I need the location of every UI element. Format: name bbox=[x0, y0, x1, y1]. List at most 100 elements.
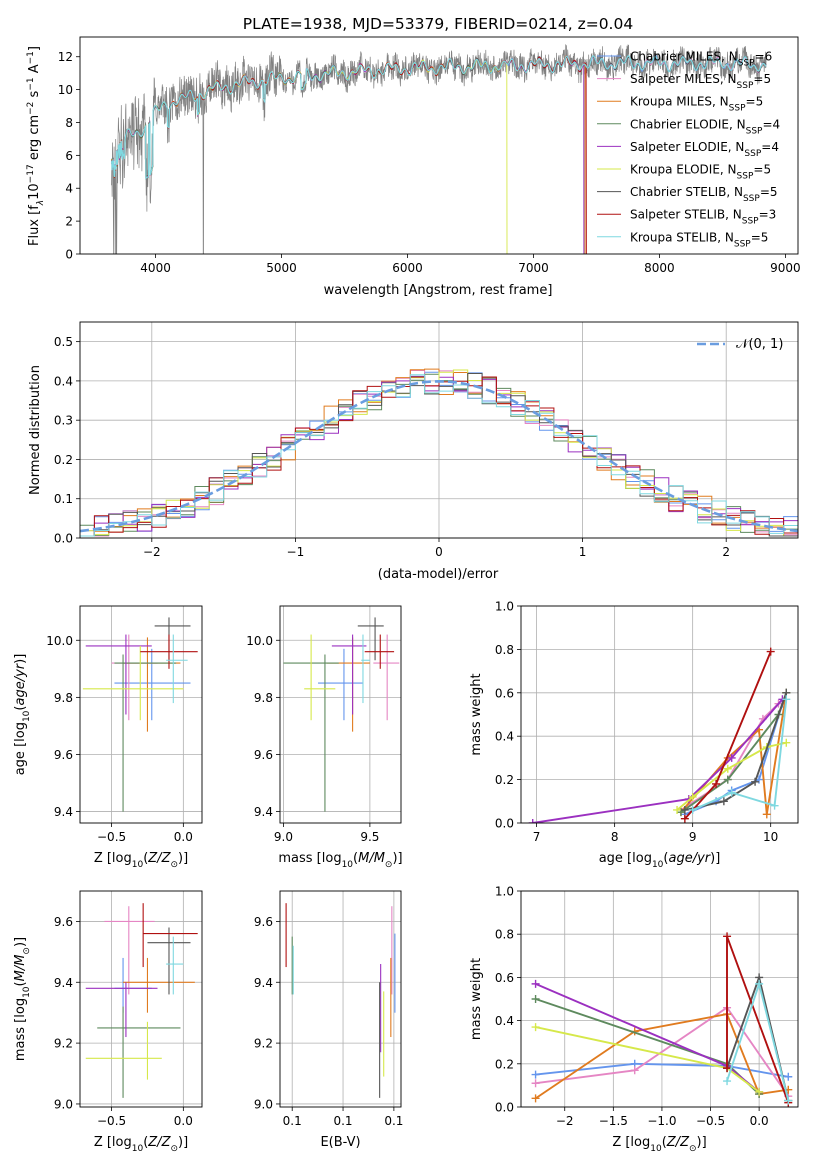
text-part: −1 bbox=[287, 545, 305, 559]
text-part: age/yr bbox=[13, 662, 28, 705]
x-tick-label: 0.1 bbox=[384, 1114, 403, 1128]
text-part: SSP bbox=[746, 126, 763, 136]
mass-z-chart: −0.5 0.09.09.29.49.6Z [log10(Z/Z⊙)]mass [… bbox=[13, 890, 203, 1154]
text-part: ( bbox=[662, 1135, 667, 1150]
legend-entry: Kroupa ELODIE, NSSP=5 bbox=[630, 163, 771, 182]
text-part: 0.6 bbox=[495, 686, 514, 700]
text-part: Z/Z bbox=[147, 1135, 171, 1150]
x-axis-label: Z [log10(Z/Z⊙)] bbox=[94, 1135, 188, 1154]
plus-marker bbox=[727, 753, 736, 762]
text-part: 6 bbox=[65, 149, 73, 163]
y-tick-label: 4 bbox=[65, 182, 73, 196]
text-part: wavelength [Angstrom, rest frame] bbox=[324, 283, 553, 298]
legend-entry: Chabrier MILES, NSSP=6 bbox=[630, 50, 772, 69]
y-tick-label: 9.2 bbox=[54, 1037, 73, 1051]
text-part: Kroupa ELODIE, N bbox=[630, 163, 737, 177]
text-part: 0.1 bbox=[333, 1114, 352, 1128]
plus-marker bbox=[531, 995, 540, 1003]
y-tick-label: 0.5 bbox=[54, 335, 73, 349]
x-tick-label: −1 bbox=[287, 545, 305, 559]
axes-border bbox=[79, 36, 799, 255]
text-part: =3 bbox=[759, 208, 777, 222]
text-part: 0.0 bbox=[750, 1114, 769, 1128]
x-tick-label: 9.5 bbox=[360, 830, 379, 844]
text-part: M/M bbox=[13, 955, 28, 982]
text-part: −1.5 bbox=[599, 1114, 628, 1128]
plus-marker bbox=[531, 1070, 540, 1079]
text-part: =5 bbox=[753, 163, 771, 177]
y-tick-label: 2 bbox=[65, 215, 73, 229]
text-part: ⊙ bbox=[689, 1144, 697, 1154]
text-part: −2 bbox=[556, 1114, 574, 1128]
legend-entry: 𝒩(0, 1) bbox=[736, 337, 783, 352]
y-tick-label: 0.3 bbox=[54, 414, 73, 428]
y-tick-label: 9.8 bbox=[254, 691, 273, 705]
x-tick-label: −0.5 bbox=[97, 830, 126, 844]
text-part: mass weight bbox=[469, 958, 484, 1040]
axes-border bbox=[279, 890, 402, 1108]
y-tick-label: 10 bbox=[58, 83, 73, 97]
x-axis-label: E(B-V) bbox=[320, 1135, 360, 1150]
text-part: −2 bbox=[26, 102, 36, 115]
text-part: 0.4 bbox=[495, 1014, 514, 1028]
x-tick-label: 7000 bbox=[518, 261, 549, 275]
text-part: 10 bbox=[652, 860, 664, 870]
x-tick-label: 5000 bbox=[266, 261, 297, 275]
y-axis-label: mass [log10(M/M⊙)] bbox=[13, 937, 32, 1061]
y-tick-label: 9.0 bbox=[54, 1097, 73, 1111]
legend-entry: Chabrier STELIB, NSSP=5 bbox=[630, 185, 778, 204]
text-part: 10 bbox=[58, 83, 73, 97]
legend-entry: Kroupa MILES, NSSP=5 bbox=[630, 95, 763, 114]
plot-area bbox=[80, 891, 202, 1107]
text-part: Z [log bbox=[612, 1135, 650, 1150]
text-part: Chabrier ELODIE, N bbox=[630, 117, 746, 131]
text-part: 8000 bbox=[644, 261, 675, 275]
x-tick-label: −1.0 bbox=[647, 1114, 676, 1128]
text-part: (data-model)/error bbox=[378, 567, 499, 582]
text-part: Chabrier STELIB, N bbox=[630, 185, 743, 199]
text-part: 0.1 bbox=[283, 1114, 302, 1128]
text-part: )] bbox=[710, 851, 720, 866]
text-part: ( bbox=[663, 851, 668, 866]
text-part: SSP bbox=[734, 239, 751, 249]
text-part: 9.5 bbox=[360, 830, 379, 844]
x-tick-label: 9.0 bbox=[274, 830, 293, 844]
text-part: 0.0 bbox=[495, 817, 514, 831]
y-tick-label: 0.1 bbox=[54, 492, 73, 506]
text-part: 8 bbox=[611, 830, 619, 844]
text-part: SSP bbox=[743, 194, 760, 204]
text-part: Normed distribution bbox=[28, 365, 43, 495]
plus-marker bbox=[531, 979, 540, 988]
plus-marker bbox=[727, 788, 736, 797]
plot-area bbox=[280, 606, 401, 823]
text-part: mass [log bbox=[13, 998, 28, 1061]
y-tick-label: 9.4 bbox=[54, 805, 73, 819]
y-tick-label: 1.0 bbox=[495, 600, 514, 614]
y-tick-label: 9.4 bbox=[254, 805, 273, 819]
plus-marker bbox=[531, 1094, 540, 1103]
text-part: 0.8 bbox=[495, 643, 514, 657]
plot-area bbox=[80, 606, 202, 823]
text-part: Kroupa STELIB, N bbox=[630, 230, 734, 244]
y-tick-label: 0.4 bbox=[54, 374, 73, 388]
x-tick-label: −2 bbox=[556, 1114, 574, 1128]
x-axis-label: age [log10(age/yr)] bbox=[599, 851, 721, 870]
text-part: 9.0 bbox=[254, 1097, 273, 1111]
y-tick-label: 0.4 bbox=[495, 730, 514, 744]
axes-border bbox=[279, 605, 402, 824]
plot-content bbox=[80, 368, 798, 537]
text-part: 0.0 bbox=[54, 532, 73, 546]
text-part: age/yr bbox=[668, 851, 711, 866]
text-part: 5000 bbox=[266, 261, 297, 275]
text-part: Z/Z bbox=[666, 1135, 690, 1150]
text-part: ⊙ bbox=[170, 860, 178, 870]
text-part: 0.2 bbox=[495, 773, 514, 787]
axes-frame: −0.5 0.0 9.4 9.6 9.8 10.0 bbox=[46, 605, 203, 844]
text-part: Salpeter STELIB, N bbox=[630, 208, 742, 222]
text-part: 9.2 bbox=[254, 1037, 273, 1051]
y-tick-label: 8 bbox=[65, 116, 73, 130]
y-tick-label: 9.8 bbox=[54, 691, 73, 705]
text-part: 0.2 bbox=[495, 1057, 514, 1071]
plot-content bbox=[82, 617, 198, 812]
x-axis-label: wavelength [Angstrom, rest frame] bbox=[324, 283, 553, 298]
